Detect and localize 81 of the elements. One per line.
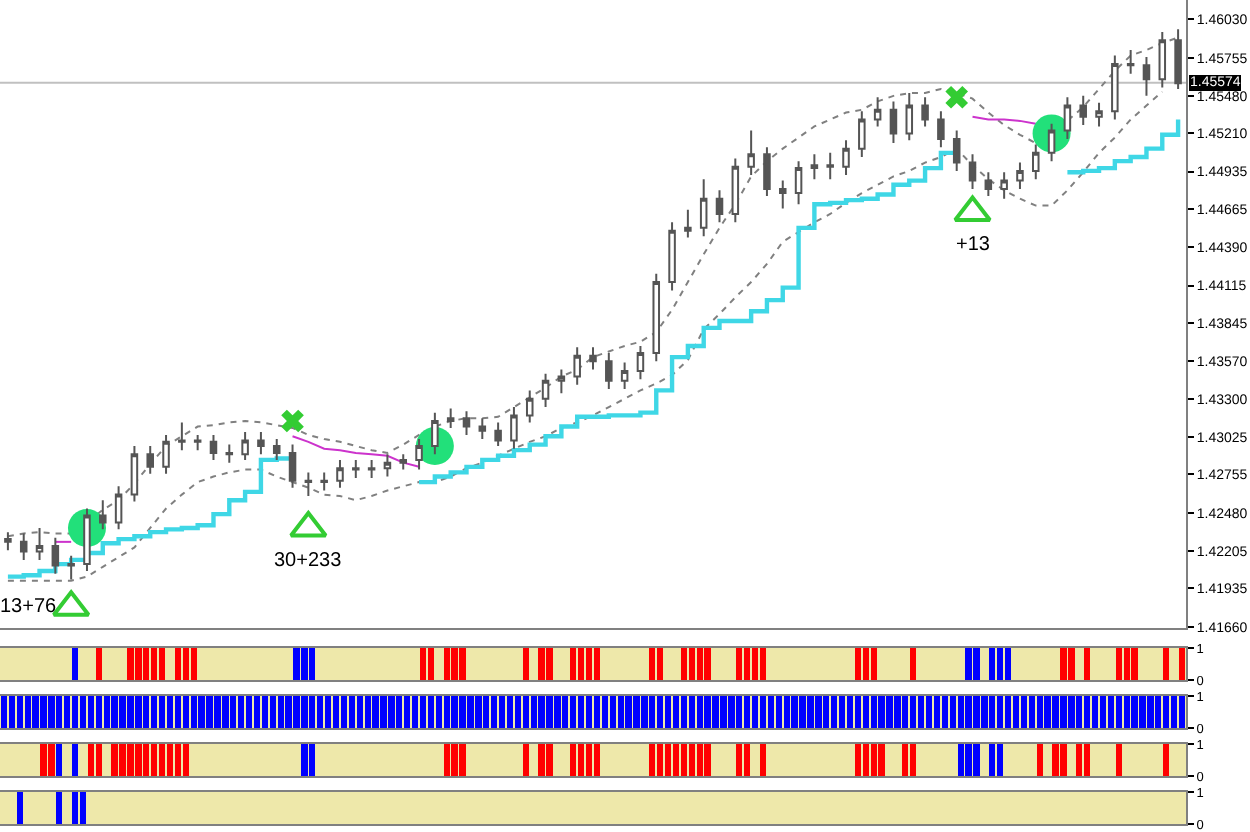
- candlestick: [114, 485, 123, 531]
- candlestick: [889, 100, 898, 145]
- candlestick: [652, 272, 661, 363]
- candlestick: [288, 443, 297, 489]
- candlestick: [178, 421, 186, 452]
- candlestick: [304, 471, 313, 497]
- point: [945, 85, 969, 109]
- candlestick: [589, 346, 597, 371]
- candlestick: [225, 443, 234, 464]
- candlestick: [1016, 161, 1024, 190]
- annotation: 30+233: [274, 550, 343, 572]
- candlestick: [320, 471, 328, 492]
- candlestick: [336, 458, 344, 489]
- candlestick: [51, 536, 60, 575]
- candlestick: [352, 458, 360, 479]
- candlestick: [446, 407, 455, 429]
- candlestick: [494, 421, 502, 447]
- candlestick: [146, 445, 154, 475]
- candlestick: [431, 411, 439, 456]
- candlestick: [383, 453, 392, 478]
- candlestick: [715, 189, 724, 224]
- candlestick: [1079, 94, 1087, 127]
- candlestick: [810, 153, 819, 181]
- candlestick: [209, 433, 218, 461]
- candlestick: [937, 110, 945, 149]
- candlestick: [968, 153, 977, 190]
- candlestick: [1063, 96, 1072, 140]
- candlestick: [699, 178, 708, 238]
- candlestick: [1174, 28, 1182, 90]
- candlestick: [984, 171, 993, 197]
- candlestick: [510, 406, 518, 450]
- annotation: +13: [956, 234, 991, 256]
- candlestick: [1095, 101, 1103, 128]
- candlestick: [763, 146, 771, 197]
- candlestick: [952, 129, 961, 172]
- candlestick: [1032, 143, 1040, 181]
- candlestick: [1047, 122, 1056, 163]
- candlestick: [668, 221, 676, 292]
- candlestick: [83, 507, 91, 573]
- candlestick: [1158, 30, 1167, 89]
- point: [289, 510, 328, 538]
- candlestick: [731, 157, 740, 224]
- candlestick: [272, 438, 281, 461]
- annotation: 13+76: [0, 596, 58, 618]
- candlestick: [415, 438, 423, 471]
- candlestick: [478, 417, 487, 441]
- candlestick: [858, 110, 866, 158]
- candlestick: [241, 431, 249, 461]
- candlestick: [67, 554, 75, 581]
- candlestick: [921, 96, 929, 128]
- candlestick: [873, 96, 882, 128]
- candlestick: [1142, 55, 1151, 97]
- candlestick: [4, 531, 12, 552]
- candlestick: [1111, 54, 1119, 121]
- candlestick: [1126, 49, 1135, 75]
- candlestick: [367, 458, 376, 479]
- candlestick: [35, 526, 44, 561]
- candlestick: [19, 532, 28, 561]
- candlestick: [557, 368, 566, 395]
- candlestick: [130, 445, 139, 503]
- candlestick: [399, 453, 407, 471]
- candlestick: [636, 344, 645, 381]
- candlestick: [842, 139, 850, 177]
- candlestick: [462, 410, 471, 436]
- candlestick: [684, 208, 692, 239]
- candlestick: [794, 160, 803, 206]
- candlestick: [257, 431, 265, 456]
- candlestick: [573, 346, 581, 386]
- candlestick: [525, 389, 534, 424]
- candlestick: [162, 433, 170, 475]
- candlestick: [193, 433, 202, 452]
- candlestick: [541, 372, 550, 409]
- candlestick: [620, 361, 629, 391]
- point: [281, 409, 304, 433]
- candlestick: [826, 151, 834, 181]
- candlestick: [779, 179, 787, 210]
- candlestick: [99, 499, 107, 531]
- candlestick: [747, 129, 755, 177]
- candlestick: [1000, 171, 1008, 200]
- candlestick: [605, 351, 613, 391]
- candlestick: [905, 92, 914, 142]
